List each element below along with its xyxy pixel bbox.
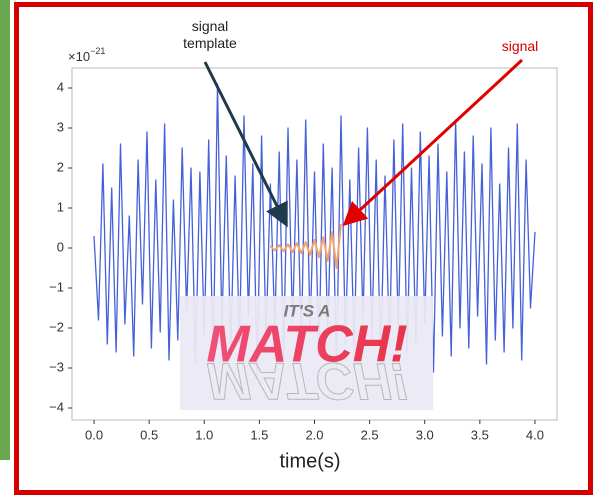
arrow [342,58,524,227]
offset-base: ×10 [68,49,90,64]
x-tick-label: 3.5 [471,427,489,442]
x-axis-label: time(s) [279,450,340,472]
series-line [93,83,536,377]
plot [93,83,536,377]
y-tick-label: 0 [57,239,64,254]
y-tick-label: 1 [57,199,64,214]
match-panel [180,296,433,410]
match-main: MATCH! [206,316,407,374]
x-tick-label: 0.0 [85,427,103,442]
arrow [203,61,288,228]
y-tick-label: −1 [49,279,64,294]
y-tick-label: −4 [49,399,64,414]
x-tick-label: 1.5 [250,427,268,442]
match-reflection: MATCH! [206,351,407,409]
x-tick-label: 2.0 [305,427,323,442]
y-tick-label: −2 [49,319,64,334]
y-tick-label: 3 [57,119,64,134]
offset-exponent: −21 [90,46,105,56]
match-top: IT'S A [284,301,331,320]
x-tick-label: 4.0 [526,427,544,442]
y-tick-label: 2 [57,159,64,174]
y-tick-label: −3 [49,359,64,374]
x-tick-label: 1.0 [195,427,213,442]
x-tick-label: 3.0 [416,427,434,442]
side-strip [0,0,10,460]
series-line [269,223,342,269]
x-tick-label: 2.5 [361,427,379,442]
offset-label: ×10−21 [68,46,105,64]
frame [14,2,593,495]
y-tick-label: 4 [57,79,64,94]
annotation: signal template [183,18,237,51]
annotation: signal [501,38,539,54]
x-tick-label: 0.5 [140,427,158,442]
